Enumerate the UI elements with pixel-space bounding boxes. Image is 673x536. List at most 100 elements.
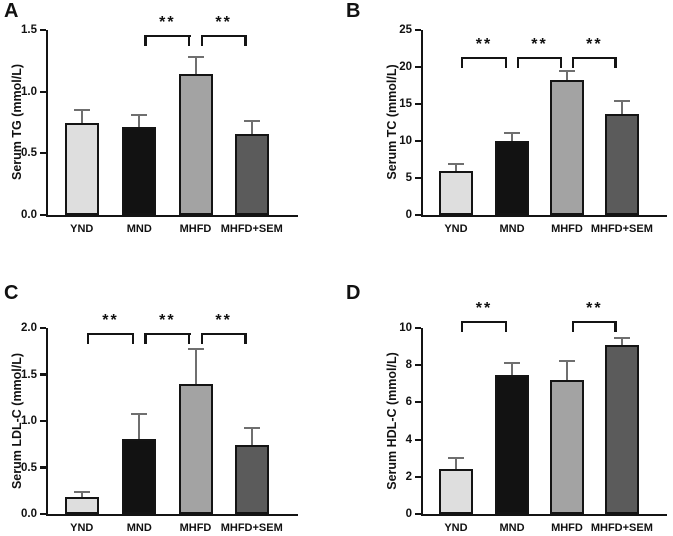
significance-bracket-cap: [188, 332, 191, 344]
significance-bracket-cap: [571, 320, 575, 332]
y-axis-tick-label: 1.0: [21, 85, 37, 98]
error-bar: [454, 458, 457, 474]
significance-label: **: [159, 13, 176, 31]
error-bar: [250, 121, 253, 138]
bar-ynd: [438, 171, 473, 215]
y-axis-tick-label: 20: [399, 61, 412, 73]
significance-bracket-cap: [614, 56, 617, 68]
x-category-label: MND: [126, 223, 152, 235]
x-category-label: YND: [444, 223, 468, 235]
significance-bracket: [144, 332, 191, 336]
y-axis-tick-label: 15: [399, 98, 412, 110]
significance-label: **: [102, 311, 119, 329]
y-axis-tick: [414, 475, 421, 478]
bar-mhfd+sem: [234, 133, 269, 215]
panel-letter-a: A: [4, 0, 19, 22]
significance-bracket-cap: [244, 34, 247, 46]
y-axis-tick-label: 2.0: [21, 322, 37, 334]
significance-bracket-cap: [144, 34, 147, 46]
y-axis-tick: [39, 90, 46, 93]
significance-bracket: [460, 56, 508, 60]
plot-area-a: 0.0 0.5 1.0 1.5 YND MND MHFD MHFD+SEM ** **: [21, 14, 298, 235]
y-axis-tick-label: 0.5: [21, 461, 37, 474]
x-category-label: MHFD+SEM: [590, 223, 653, 235]
significance-label: **: [475, 35, 493, 53]
y-axis-tick: [414, 326, 421, 330]
plot-area-c: 0.0 0.5 1.0 1.5 2.0 YND MND MHFD MHFD+SEM ** ** **: [21, 312, 298, 534]
significance-bracket-cap: [188, 34, 191, 46]
significance-bracket-cap: [517, 56, 520, 68]
significance-label: **: [215, 13, 232, 31]
y-axis-tick-label: 10: [399, 322, 412, 334]
y-axis-tick: [414, 438, 421, 441]
y-axis-title-serum-hdl-c: Serum HDL-C (mmol/L): [385, 352, 399, 490]
bar-mnd: [122, 127, 157, 215]
significance-bracket-cap: [200, 332, 203, 344]
error-bar: [250, 427, 253, 450]
x-category-label: MHFD+SEM: [220, 223, 283, 235]
error-bar-cap: [131, 413, 148, 416]
panel-letter-d: D: [346, 282, 361, 304]
error-bar: [138, 414, 141, 443]
y-axis-tick: [414, 213, 421, 217]
x-category-label: MND: [499, 223, 525, 235]
significance-bracket: [571, 320, 617, 323]
bar-mhfd+sem: [234, 445, 269, 514]
y-axis-tick-label: 0: [405, 209, 412, 221]
bar-mhfd: [178, 383, 213, 514]
bar-mnd: [122, 438, 157, 514]
panel-c: C Serum LDL-C (mmol/L) 0.0 0.5 1.0 1.5 2.0 YN…: [0, 268, 336, 536]
significance-bracket-cap: [131, 332, 135, 344]
error-bar: [454, 163, 457, 176]
bar-ynd: [64, 122, 99, 215]
error-bar-cap: [447, 457, 464, 460]
significance-bracket-cap: [460, 320, 464, 332]
bar-ynd: [438, 469, 473, 514]
y-axis-tick-label: 1.5: [21, 24, 37, 36]
error-bar-cap: [504, 131, 521, 134]
panel-letter-c: C: [4, 282, 19, 304]
y-axis-title-serum-tg: Serum TG (mmol/L): [10, 64, 24, 180]
significance-bracket: [200, 34, 247, 38]
significance-label: **: [531, 35, 548, 53]
panel-a: A Serum TG (mmol/L) 0.0 0.5 1.0 1.5 YND MND MH…: [0, 0, 336, 268]
y-axis-tick-label: 0.0: [21, 209, 37, 221]
y-axis-tick-label: 25: [399, 24, 412, 36]
significance-bracket: [200, 332, 247, 336]
x-category-label: YND: [70, 522, 94, 534]
y-axis-tick-label: 0.0: [21, 508, 37, 520]
error-bar-cap: [243, 426, 260, 429]
y-axis-tick: [39, 152, 46, 155]
error-bar-cap: [613, 337, 630, 340]
error-bar: [620, 101, 623, 119]
error-bar: [194, 57, 197, 79]
y-axis-tick: [414, 401, 421, 404]
bar-mhfd+sem: [604, 344, 639, 514]
significance-label: **: [475, 299, 493, 317]
significance-bracket-cap: [559, 56, 562, 68]
panel-d: D Serum HDL-C (mmol/L) 0 2 4 6 8 10 YND MND MHFD…: [337, 268, 673, 536]
error-bar: [511, 132, 514, 145]
significance-label: **: [586, 299, 603, 317]
error-bar-cap: [613, 100, 630, 103]
bar-mhfd: [549, 380, 584, 514]
y-axis-tick: [39, 419, 46, 423]
bar-mnd: [495, 141, 530, 215]
error-bar: [511, 363, 514, 379]
y-axis-title-serum-tc: Serum TC (mmol/L): [385, 64, 399, 180]
y-axis-tick: [414, 28, 421, 32]
significance-bracket-cap: [571, 56, 575, 68]
bar-ynd: [64, 497, 99, 514]
error-bar-cap: [243, 120, 260, 123]
y-axis-tick: [414, 176, 421, 180]
significance-label: **: [159, 311, 176, 329]
significance-label: **: [215, 311, 232, 329]
significance-bracket: [517, 56, 562, 60]
y-axis-tick: [39, 373, 46, 376]
bar-mnd: [495, 374, 530, 514]
significance-bracket-cap: [200, 34, 203, 46]
y-axis-tick: [39, 213, 46, 217]
y-axis-tick: [39, 512, 46, 516]
significance-bracket-cap: [504, 56, 508, 68]
x-category-label: MHFD: [551, 522, 583, 534]
